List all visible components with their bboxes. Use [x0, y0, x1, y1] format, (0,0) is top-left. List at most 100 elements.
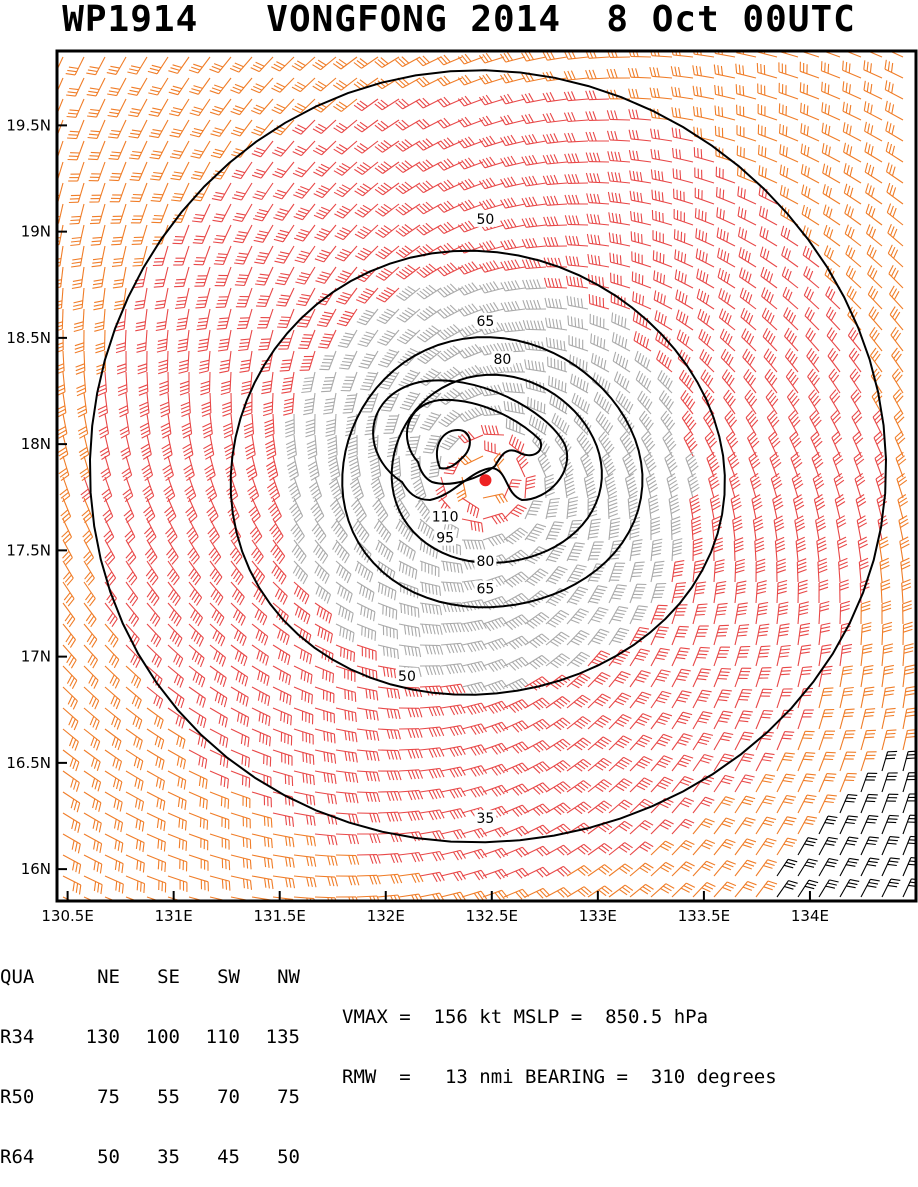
wind-barb — [737, 105, 756, 120]
wind-barb — [254, 225, 273, 242]
wind-barb — [99, 414, 109, 438]
y-tick-label: 17.5N — [6, 541, 51, 559]
wind-barb — [384, 414, 400, 433]
wind-barb — [420, 582, 441, 596]
wind-barb — [819, 602, 829, 625]
table-cell: SW — [180, 967, 240, 987]
wind-barb — [126, 834, 144, 852]
wind-barb — [827, 328, 840, 351]
wind-barb — [777, 796, 796, 814]
wind-barb — [822, 143, 840, 162]
wind-barb — [865, 142, 882, 162]
wind-barb — [315, 729, 335, 743]
wind-barb — [819, 774, 836, 792]
wind-barb — [458, 179, 483, 190]
wind-barb — [195, 288, 210, 308]
wind-barb — [881, 580, 890, 603]
wind-barb — [336, 708, 356, 722]
wind-barb — [568, 316, 588, 330]
wind-barb — [903, 644, 914, 666]
wind-barb — [63, 561, 73, 585]
wind-barb — [501, 280, 525, 291]
wind-barb — [777, 881, 798, 897]
wind-barb — [161, 414, 171, 438]
wind-barb — [294, 582, 309, 604]
wind-barb — [420, 810, 444, 820]
wind-barb — [650, 88, 672, 99]
wind-barb — [567, 802, 591, 814]
wind-barb — [357, 813, 380, 822]
wind-barb — [756, 581, 767, 603]
wind-barb — [420, 413, 441, 431]
wind-barb — [417, 223, 441, 235]
table-cell: 75 — [240, 1087, 300, 1107]
wind-barb — [700, 349, 714, 372]
wind-barb — [695, 168, 714, 184]
wind-barb — [420, 748, 444, 758]
wind-barb — [378, 666, 399, 679]
wind-barb — [234, 246, 252, 264]
wind-barb — [230, 78, 252, 93]
wind-barb — [70, 225, 84, 246]
wind-barb — [253, 183, 273, 200]
contour-label: 65 — [477, 314, 495, 330]
wind-barb — [757, 63, 777, 78]
wind-barb — [63, 708, 78, 730]
wind-barb — [357, 645, 376, 661]
wind-barb — [609, 233, 630, 247]
wind-barb — [219, 351, 231, 373]
wind-barb — [888, 245, 903, 267]
wind-barb — [844, 184, 861, 204]
wind-barb — [693, 582, 706, 603]
wind-barb — [273, 855, 294, 868]
wind-barb — [770, 452, 781, 477]
wind-barb — [441, 623, 464, 633]
wind-barb — [377, 309, 399, 324]
wind-barb — [84, 855, 102, 873]
wind-barb — [315, 834, 337, 845]
wind-barb — [94, 309, 105, 331]
wind-barb — [775, 537, 785, 561]
wind-barb — [441, 830, 465, 840]
wind-barb — [210, 99, 231, 115]
wind-barb — [109, 141, 126, 159]
wind-barb — [437, 222, 462, 233]
wind-barb — [118, 372, 127, 396]
wind-barb — [147, 645, 161, 667]
wind-barb — [589, 294, 609, 309]
wind-barb — [842, 40, 861, 57]
wind-barb — [865, 163, 882, 183]
wind-barb — [281, 372, 294, 393]
wind-barb — [357, 624, 376, 641]
wind-barb — [673, 148, 693, 162]
wind-barb — [98, 393, 108, 417]
wind-barb — [719, 288, 735, 309]
wind-barb — [577, 432, 593, 456]
wind-barb — [189, 855, 208, 871]
wind-barb — [671, 66, 693, 78]
wind-barb — [735, 603, 748, 624]
wind-barb — [693, 86, 714, 99]
wind-barb — [441, 788, 465, 798]
wind-barb — [61, 498, 71, 523]
wind-barb — [370, 456, 381, 480]
wind-barb — [215, 267, 231, 286]
wind-barb — [193, 225, 210, 243]
wind-barb — [887, 163, 904, 183]
wind-barb — [336, 603, 353, 622]
wind-barb — [870, 327, 882, 351]
wind-barb — [735, 668, 751, 687]
wind-barb — [294, 813, 315, 826]
wind-barb — [608, 192, 630, 204]
wind-barb — [652, 210, 672, 225]
wind-barb — [417, 202, 442, 214]
wind-barb — [609, 757, 632, 771]
wind-barb — [887, 183, 903, 204]
wind-barb — [630, 191, 651, 204]
wind-barb — [355, 561, 372, 582]
wind-barb — [105, 708, 121, 730]
wind-barb — [739, 227, 757, 246]
wind-barb — [889, 265, 903, 288]
wind-barb — [375, 204, 399, 216]
